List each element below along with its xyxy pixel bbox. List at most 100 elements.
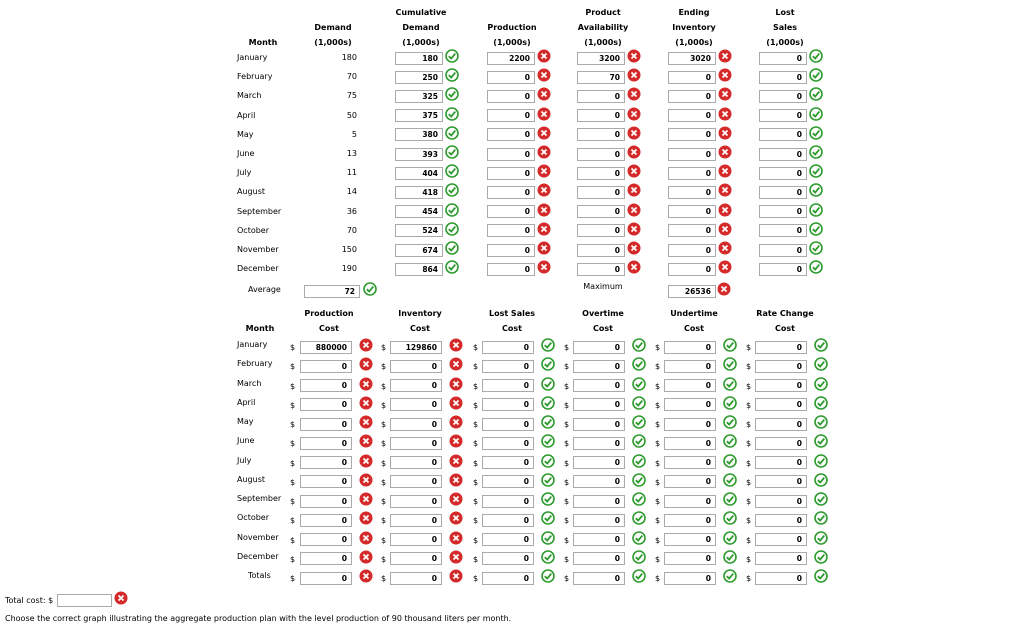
input-field[interactable]: 0 bbox=[664, 552, 716, 566]
input-field[interactable]: 404 bbox=[395, 166, 443, 180]
input-field[interactable]: 0 bbox=[755, 379, 807, 392]
input-field[interactable]: 129860 bbox=[390, 340, 442, 354]
input-field[interactable]: 0 bbox=[487, 109, 535, 123]
input-field[interactable]: 0 bbox=[664, 398, 716, 412]
input-field[interactable]: 0 bbox=[755, 533, 807, 546]
input-field[interactable]: 0 bbox=[482, 436, 534, 450]
input-field[interactable]: 0 bbox=[482, 340, 534, 354]
input-field[interactable]: 0 bbox=[573, 436, 625, 450]
input-field[interactable]: 0 bbox=[664, 494, 716, 508]
input-field[interactable]: 0 bbox=[755, 513, 807, 527]
input-field[interactable]: 2200 bbox=[487, 51, 535, 65]
input-field[interactable]: 0 bbox=[759, 224, 807, 238]
input-field[interactable]: 0 bbox=[487, 147, 535, 161]
input-field[interactable]: 0 bbox=[664, 379, 716, 392]
input-field[interactable]: 72 bbox=[304, 284, 360, 298]
input-field[interactable]: 0 bbox=[668, 89, 716, 103]
input-field[interactable]: 0 bbox=[755, 456, 807, 469]
input-field[interactable]: 0 bbox=[300, 456, 352, 469]
input-field[interactable]: 0 bbox=[573, 513, 625, 527]
input-field[interactable]: 0 bbox=[390, 436, 442, 450]
input-field[interactable]: 0 bbox=[390, 475, 442, 489]
input-field[interactable]: 180 bbox=[395, 51, 443, 65]
input-field[interactable]: 0 bbox=[755, 436, 807, 450]
input-field[interactable]: 0 bbox=[300, 379, 352, 392]
input-field[interactable]: 674 bbox=[395, 243, 443, 257]
input-field[interactable]: 0 bbox=[487, 70, 535, 84]
input-field[interactable]: 0 bbox=[755, 571, 807, 585]
input-field[interactable]: 454 bbox=[395, 205, 443, 219]
input-field[interactable]: 325 bbox=[395, 89, 443, 103]
input-field[interactable]: 0 bbox=[390, 456, 442, 469]
input-field[interactable]: 0 bbox=[482, 475, 534, 489]
input-field[interactable]: 0 bbox=[664, 533, 716, 546]
input-field[interactable]: 0 bbox=[573, 340, 625, 354]
input-field[interactable]: 0 bbox=[668, 70, 716, 84]
input-field[interactable]: 0 bbox=[487, 185, 535, 199]
input-field[interactable]: 0 bbox=[482, 398, 534, 412]
input-field[interactable]: 3020 bbox=[668, 51, 716, 65]
input-field[interactable]: 393 bbox=[395, 147, 443, 161]
input-field[interactable]: 0 bbox=[390, 571, 442, 585]
input-field[interactable]: 375 bbox=[395, 109, 443, 123]
input-field[interactable]: 864 bbox=[395, 262, 443, 276]
input-field[interactable]: 0 bbox=[573, 475, 625, 489]
input-field[interactable]: 0 bbox=[759, 166, 807, 180]
input-field[interactable]: 0 bbox=[300, 513, 352, 527]
input-field[interactable]: 0 bbox=[664, 475, 716, 489]
input-field[interactable]: 0 bbox=[482, 417, 534, 431]
input-field[interactable]: 0 bbox=[759, 70, 807, 84]
input-field[interactable]: 0 bbox=[573, 417, 625, 431]
input-field[interactable] bbox=[57, 594, 112, 607]
input-field[interactable]: 0 bbox=[755, 417, 807, 431]
input-field[interactable]: 0 bbox=[390, 552, 442, 566]
input-field[interactable]: 0 bbox=[390, 359, 442, 373]
input-field[interactable]: 0 bbox=[755, 340, 807, 354]
input-field[interactable]: 0 bbox=[759, 243, 807, 257]
input-field[interactable]: 0 bbox=[577, 185, 625, 199]
input-field[interactable]: 0 bbox=[759, 109, 807, 123]
input-field[interactable]: 0 bbox=[664, 340, 716, 354]
input-field[interactable]: 0 bbox=[577, 109, 625, 123]
input-field[interactable]: 0 bbox=[390, 398, 442, 412]
input-field[interactable]: 524 bbox=[395, 224, 443, 238]
input-field[interactable]: 0 bbox=[487, 128, 535, 142]
input-field[interactable]: 0 bbox=[300, 436, 352, 450]
input-field[interactable]: 0 bbox=[482, 456, 534, 469]
input-field[interactable]: 0 bbox=[759, 89, 807, 103]
input-field[interactable]: 0 bbox=[573, 552, 625, 566]
input-field[interactable]: 0 bbox=[668, 205, 716, 219]
input-field[interactable]: 0 bbox=[577, 166, 625, 180]
input-field[interactable]: 0 bbox=[487, 166, 535, 180]
input-field[interactable]: 0 bbox=[482, 533, 534, 546]
input-field[interactable]: 0 bbox=[755, 494, 807, 508]
input-field[interactable]: 70 bbox=[577, 70, 625, 84]
input-field[interactable]: 0 bbox=[577, 224, 625, 238]
input-field[interactable]: 0 bbox=[573, 456, 625, 469]
input-field[interactable]: 0 bbox=[573, 379, 625, 392]
input-field[interactable]: 0 bbox=[668, 243, 716, 257]
input-field[interactable]: 0 bbox=[300, 571, 352, 585]
input-field[interactable]: 0 bbox=[482, 552, 534, 566]
input-field[interactable]: 0 bbox=[573, 398, 625, 412]
input-field[interactable]: 0 bbox=[755, 552, 807, 566]
input-field[interactable]: 880000 bbox=[300, 340, 352, 354]
input-field[interactable]: 3200 bbox=[577, 51, 625, 65]
input-field[interactable]: 0 bbox=[668, 109, 716, 123]
input-field[interactable]: 0 bbox=[577, 243, 625, 257]
input-field[interactable]: 0 bbox=[668, 147, 716, 161]
input-field[interactable]: 0 bbox=[300, 533, 352, 546]
input-field[interactable]: 0 bbox=[487, 89, 535, 103]
input-field[interactable]: 0 bbox=[668, 128, 716, 142]
input-field[interactable]: 0 bbox=[664, 417, 716, 431]
input-field[interactable]: 0 bbox=[664, 571, 716, 585]
input-field[interactable]: 0 bbox=[300, 475, 352, 489]
input-field[interactable]: 0 bbox=[664, 436, 716, 450]
input-field[interactable]: 0 bbox=[759, 147, 807, 161]
input-field[interactable]: 0 bbox=[668, 185, 716, 199]
input-field[interactable]: 0 bbox=[390, 379, 442, 392]
input-field[interactable]: 0 bbox=[573, 571, 625, 585]
input-field[interactable]: 0 bbox=[573, 359, 625, 373]
input-field[interactable]: 0 bbox=[487, 262, 535, 276]
input-field[interactable]: 0 bbox=[300, 494, 352, 508]
